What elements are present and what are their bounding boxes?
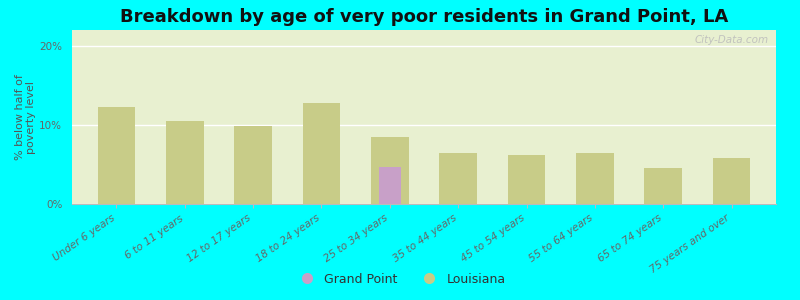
Bar — [234, 127, 272, 204]
Bar — [378, 167, 401, 204]
Bar — [645, 168, 682, 204]
Bar — [302, 103, 340, 204]
Legend: Grand Point, Louisiana: Grand Point, Louisiana — [290, 268, 510, 291]
Title: Breakdown by age of very poor residents in Grand Point, LA: Breakdown by age of very poor residents … — [120, 8, 728, 26]
Bar — [166, 121, 203, 204]
Y-axis label: % below half of
poverty level: % below half of poverty level — [15, 74, 37, 160]
Bar — [439, 153, 477, 204]
Text: City-Data.com: City-Data.com — [695, 35, 769, 45]
Bar — [371, 137, 409, 204]
Bar — [713, 158, 750, 204]
Bar — [576, 153, 614, 204]
Bar — [98, 107, 135, 204]
Bar — [508, 155, 546, 204]
